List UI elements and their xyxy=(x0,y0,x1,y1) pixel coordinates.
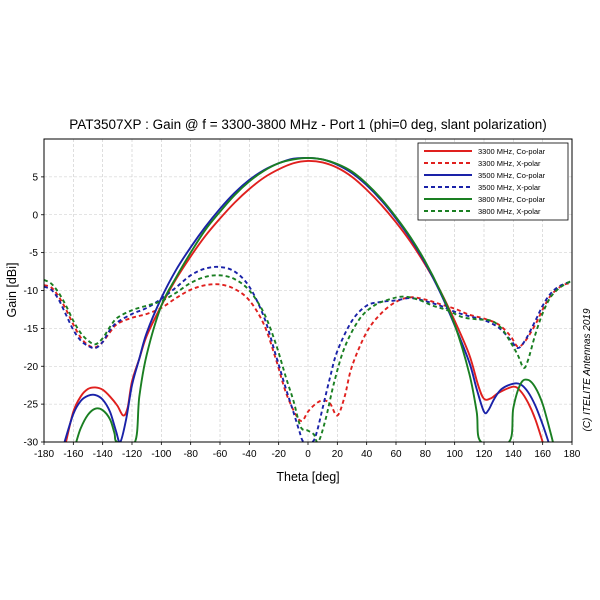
chart-title: PAT3507XP : Gain @ f = 3300-3800 MHz - P… xyxy=(69,117,546,132)
x-tick-label-14: 100 xyxy=(446,449,463,460)
x-tick-label-13: 80 xyxy=(420,449,432,460)
legend-label-5: 3800 MHz, X-polar xyxy=(478,207,541,216)
x-tick-label-1: -160 xyxy=(63,449,83,460)
plot-frame xyxy=(43,138,573,443)
x-tick-label-3: -120 xyxy=(122,449,142,460)
series-line-4 xyxy=(75,156,554,442)
x-tick-label-17: 160 xyxy=(534,449,551,460)
series-lines xyxy=(44,156,572,442)
copyright-credit: (C) ITELITE Antennas 2019 xyxy=(582,308,593,431)
x-tick-label-2: -140 xyxy=(93,449,113,460)
x-tick-label-6: -60 xyxy=(213,449,228,460)
x-tick-label-0: -180 xyxy=(34,449,54,460)
x-tick-label-12: 60 xyxy=(390,449,402,460)
x-tick-label-9: 0 xyxy=(305,449,311,460)
legend-label-0: 3300 MHz, Co-polar xyxy=(478,147,546,156)
x-tick-label-15: 120 xyxy=(476,449,493,460)
y-axis-label: Gain [dBi] xyxy=(5,263,19,318)
legend-box xyxy=(417,142,569,221)
y-tick-label-0: -30 xyxy=(24,438,39,449)
x-tick-label-7: -40 xyxy=(242,449,257,460)
legend-label-1: 3300 MHz, X-polar xyxy=(478,159,541,168)
series-line-1 xyxy=(44,281,572,422)
legend-label-4: 3800 MHz, Co-polar xyxy=(478,195,546,204)
legend-label-2: 3500 MHz, Co-polar xyxy=(478,171,546,180)
x-axis-ticks: -180 -160 -140 -120 -100 -80 -60 -40 -20 0 20 40 60 8… xyxy=(34,442,581,460)
x-tick-label-8: -20 xyxy=(271,449,286,460)
x-axis-label: Theta [deg] xyxy=(276,470,339,484)
legend-label-3: 3500 MHz, X-polar xyxy=(478,183,541,192)
x-tick-label-5: -80 xyxy=(183,449,198,460)
y-tick-label-4: -10 xyxy=(24,286,39,297)
y-axis-ticks: -30 -25 -20 -15 -10 -5 0 5 xyxy=(24,172,44,449)
x-tick-label-18: 180 xyxy=(564,449,581,460)
y-tick-label-2: -20 xyxy=(24,362,39,373)
x-tick-label-11: 40 xyxy=(361,449,373,460)
y-tick-label-1: -25 xyxy=(24,400,39,411)
x-tick-label-16: 140 xyxy=(505,449,522,460)
x-tick-label-10: 20 xyxy=(332,449,344,460)
y-tick-label-6: 0 xyxy=(32,210,38,221)
y-tick-label-3: -15 xyxy=(24,324,39,335)
y-tick-label-5: -5 xyxy=(29,248,38,259)
series-line-5 xyxy=(44,274,572,442)
series-line-0 xyxy=(65,160,544,442)
y-tick-label-7: 5 xyxy=(32,172,38,183)
legend: 3300 MHz, Co-polar 3300 MHz, X-polar 3500 … xyxy=(417,142,569,221)
x-tick-label-4: -100 xyxy=(151,449,171,460)
